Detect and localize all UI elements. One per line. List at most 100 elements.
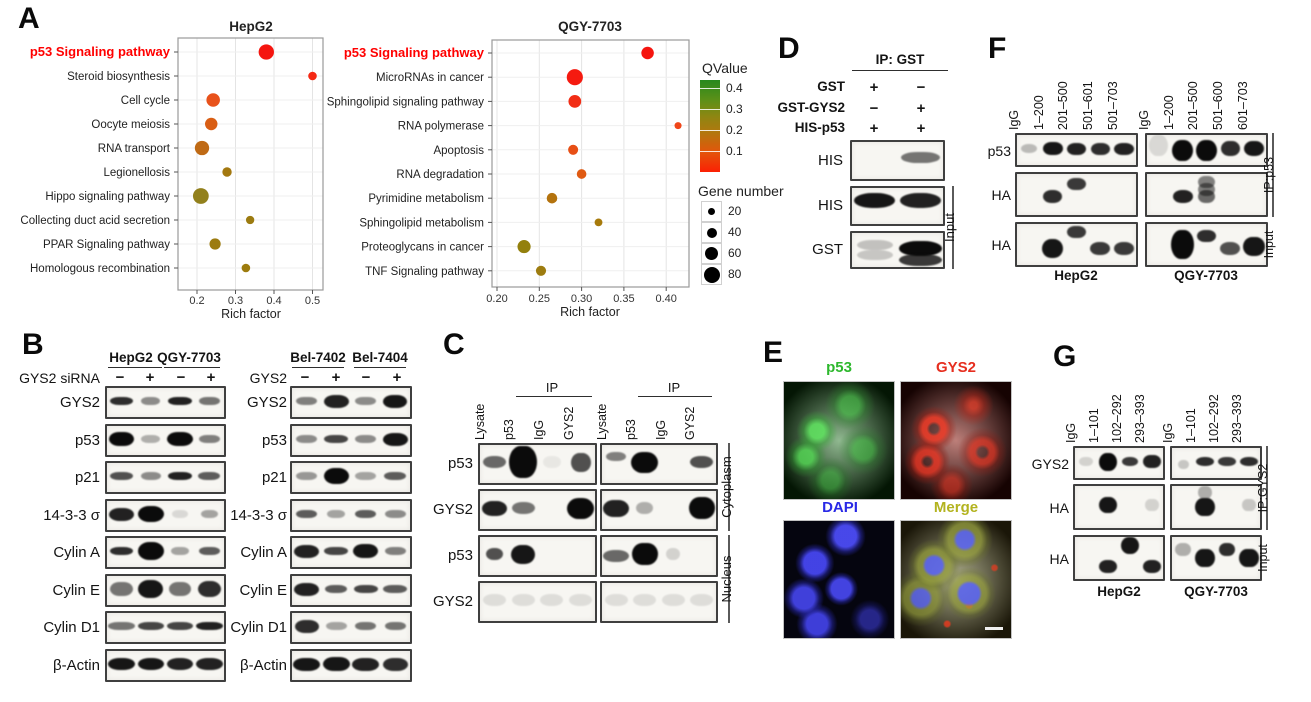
panel-label-C: C — [443, 328, 465, 361]
channel-title-merge: Merge — [933, 499, 979, 516]
pathway-dot — [641, 46, 654, 60]
blot-b1-actin — [105, 649, 226, 682]
blot-f2-ha-ip — [1145, 172, 1268, 217]
wb-band — [856, 250, 893, 261]
blot-f1-ha-input — [1015, 222, 1138, 267]
lane-label: 1–101 — [1087, 408, 1101, 443]
wb-band — [199, 546, 220, 556]
wb-band — [1171, 139, 1194, 161]
lane-sign: − — [115, 369, 125, 386]
wb-band — [294, 544, 320, 558]
wb-band — [109, 431, 135, 447]
lane-label: 293–393 — [1230, 394, 1244, 443]
wb-band — [1172, 190, 1193, 203]
wb-band — [296, 434, 318, 444]
blot-b2-cylinD1 — [290, 611, 412, 644]
blot-g2-ha-ip — [1170, 484, 1262, 530]
blot-g1-ha-ip — [1073, 484, 1165, 530]
pathway-label: Sphingolipid signaling pathway — [327, 96, 485, 108]
cell-line-footer: QGY-7703 — [1174, 268, 1238, 283]
wb-band — [166, 658, 194, 670]
gene-number-label: 20 — [728, 204, 742, 218]
pathway-dot — [241, 263, 251, 273]
wb-band — [108, 658, 135, 670]
wb-band — [383, 584, 408, 594]
x-tick-label: 0.30 — [571, 293, 592, 305]
blot-g2-gys2 — [1170, 446, 1262, 480]
cell-line-header: Bel-7404 — [352, 350, 408, 365]
protein-label: GYS2 — [59, 394, 100, 411]
input-label: Input — [1256, 544, 1270, 572]
wb-band — [540, 594, 564, 606]
wb-band — [1098, 496, 1118, 514]
pathway-dot — [546, 192, 558, 204]
lane-sign: + — [392, 369, 402, 386]
wb-band — [109, 396, 134, 406]
channel-title-dapi: DAPI — [822, 499, 858, 516]
pathway-enrichment-dotplots: 0.2 0.3 0.4 0.5 p53 Signaling pathway Steroid… — [20, 19, 690, 321]
wb-band — [196, 621, 223, 631]
wb-band — [172, 509, 189, 519]
ip-header: IP — [545, 380, 559, 395]
wb-band — [384, 621, 406, 631]
ip-gst-title: IP: GST — [875, 52, 925, 67]
pathway-label: p53 Signaling pathway — [30, 44, 171, 59]
pathway-label: TNF Signaling pathway — [365, 266, 484, 278]
pathway-dot — [209, 238, 221, 250]
wb-band — [322, 656, 350, 672]
wb-band — [485, 548, 503, 560]
protein-label: p21 — [74, 469, 100, 486]
wb-band — [1198, 190, 1215, 203]
pathway-dot — [535, 265, 547, 276]
lane-label: IgG — [532, 419, 546, 440]
protein-label: HIS — [817, 197, 843, 214]
lane-label: 201–500 — [1186, 81, 1200, 130]
pathway-label: RNA transport — [98, 143, 171, 155]
blot-f1-ha-ip — [1015, 172, 1138, 217]
wb-band — [510, 544, 536, 564]
qvalue-tick-line — [700, 130, 720, 131]
pathway-label: Legionellosis — [104, 167, 171, 179]
wb-band — [511, 594, 535, 606]
protein-label: GYS2 — [1031, 456, 1069, 472]
ip-underline — [852, 70, 948, 71]
pathway-dot — [308, 71, 317, 81]
wb-band — [137, 506, 165, 522]
wb-band — [383, 394, 408, 408]
blot-b1-1433s — [105, 499, 226, 532]
cell-line-header: Bel-7402 — [290, 350, 346, 365]
blot-c1-p53-cyto — [478, 443, 597, 485]
wb-band — [1143, 454, 1161, 469]
panel-label-G: G — [1053, 340, 1077, 373]
lane-sign: − — [300, 369, 310, 386]
condition-sign: + — [916, 120, 926, 137]
lane-label: 102–292 — [1110, 394, 1124, 443]
wb-band — [293, 657, 321, 671]
blot-f2-ha-input — [1145, 222, 1268, 267]
wb-band — [1098, 452, 1118, 471]
lane-label: 102–292 — [1207, 394, 1221, 443]
qvalue-legend-title: QValue — [702, 60, 748, 76]
wb-band — [631, 542, 658, 566]
wb-band — [606, 451, 627, 462]
wb-band — [296, 471, 318, 481]
wb-band — [196, 658, 223, 670]
input-label: Input — [942, 213, 957, 242]
plot-border — [177, 37, 324, 291]
x-tick-label: 0.35 — [613, 293, 634, 305]
qvalue-tick-label: 0.1 — [726, 144, 743, 158]
blot-c2-gys2-nuc — [600, 581, 718, 623]
blot-c1-gys2-nuc — [478, 581, 597, 623]
protein-label: GST — [812, 241, 843, 258]
blot-c1-p53-nuc — [478, 535, 597, 577]
lane-label: 501–703 — [1106, 81, 1120, 130]
lane-sign: − — [176, 369, 186, 386]
gene-number-swatch — [701, 243, 722, 264]
wb-band — [1120, 537, 1140, 554]
lane-label: Lysate — [473, 403, 487, 440]
wb-band — [900, 151, 940, 164]
protein-label: p53 — [987, 143, 1011, 159]
lane-label: 1–200 — [1162, 95, 1176, 130]
pathway-label: RNA polymerase — [398, 121, 484, 133]
blot-c2-p53-nuc — [600, 535, 718, 577]
